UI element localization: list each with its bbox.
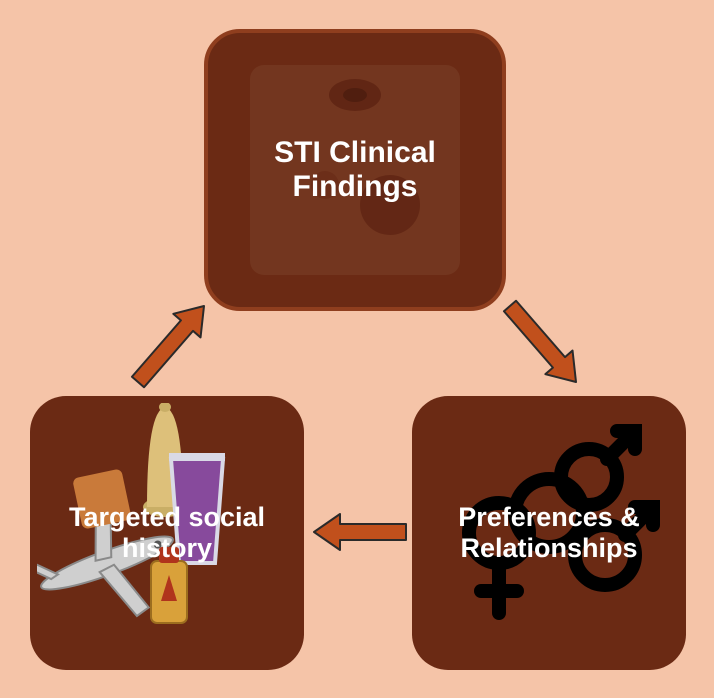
node-label: Targeted social history <box>69 502 265 564</box>
node-label: Preferences & Relationships <box>458 502 640 564</box>
node-label: STI Clinical Findings <box>274 136 436 205</box>
node-targeted-social-history: Targeted social history <box>30 396 304 670</box>
node-preferences-relationships: Preferences & Relationships <box>412 396 686 670</box>
node-sti-clinical-findings: STI Clinical Findings <box>204 29 506 311</box>
